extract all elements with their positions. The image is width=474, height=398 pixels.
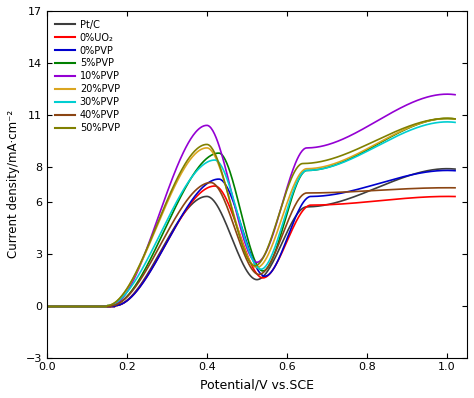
- 20%PVP: [265, 254, 271, 258]
- 0%UO₂: [288, 231, 293, 236]
- 5%PVP: [265, 265, 271, 270]
- 0%PVP: [238, 221, 244, 226]
- Line: 5%PVP: 5%PVP: [47, 119, 455, 306]
- Pt/C: [238, 257, 244, 261]
- Pt/C: [442, 166, 448, 171]
- 0%UO₂: [452, 194, 458, 199]
- 10%PVP: [452, 92, 458, 97]
- Line: 30%PVP: 30%PVP: [47, 122, 455, 306]
- 0%UO₂: [238, 237, 244, 242]
- 40%PVP: [288, 213, 293, 217]
- 40%PVP: [238, 245, 244, 250]
- 50%PVP: [442, 116, 448, 121]
- 0%PVP: [442, 168, 448, 173]
- 5%PVP: [238, 209, 244, 214]
- Line: 50%PVP: 50%PVP: [47, 119, 455, 306]
- 0%UO₂: [265, 273, 271, 277]
- 0%PVP: [287, 229, 292, 234]
- 10%PVP: [287, 177, 292, 181]
- 30%PVP: [287, 199, 292, 204]
- Line: 40%PVP: 40%PVP: [47, 183, 455, 306]
- 30%PVP: [442, 119, 448, 124]
- 0%PVP: [379, 180, 384, 185]
- 40%PVP: [379, 188, 385, 193]
- 10%PVP: [240, 234, 246, 239]
- 0%PVP: [265, 273, 271, 278]
- Pt/C: [44, 304, 50, 309]
- 30%PVP: [444, 119, 450, 124]
- 0%PVP: [444, 168, 450, 173]
- 5%PVP: [444, 116, 450, 121]
- X-axis label: Potential/V vs.SCE: Potential/V vs.SCE: [200, 378, 314, 391]
- Legend: Pt/C, 0%UO₂, 0%PVP, 5%PVP, 10%PVP, 20%PVP, 30%PVP, 40%PVP, 50%PVP: Pt/C, 0%UO₂, 0%PVP, 5%PVP, 10%PVP, 20%PV…: [52, 16, 124, 137]
- 0%UO₂: [443, 194, 449, 199]
- 0%UO₂: [241, 244, 247, 249]
- 20%PVP: [287, 193, 292, 198]
- Line: 0%PVP: 0%PVP: [47, 170, 455, 306]
- 5%PVP: [379, 140, 384, 144]
- Line: Pt/C: Pt/C: [47, 169, 455, 306]
- 10%PVP: [379, 116, 384, 121]
- 0%PVP: [240, 229, 246, 234]
- 30%PVP: [44, 304, 50, 309]
- 5%PVP: [240, 219, 246, 223]
- Pt/C: [444, 166, 450, 171]
- 10%PVP: [44, 304, 50, 309]
- 50%PVP: [452, 117, 458, 121]
- 10%PVP: [265, 246, 271, 251]
- 40%PVP: [241, 251, 247, 256]
- 50%PVP: [379, 136, 384, 140]
- 0%PVP: [44, 304, 50, 309]
- 20%PVP: [442, 116, 448, 121]
- 10%PVP: [444, 92, 450, 97]
- 50%PVP: [238, 238, 244, 242]
- 30%PVP: [452, 120, 458, 125]
- 0%UO₂: [379, 198, 385, 203]
- 40%PVP: [44, 304, 50, 309]
- 20%PVP: [379, 139, 384, 144]
- 20%PVP: [444, 116, 450, 121]
- 30%PVP: [240, 230, 246, 235]
- 50%PVP: [44, 304, 50, 309]
- 0%UO₂: [44, 304, 50, 309]
- 10%PVP: [238, 226, 244, 231]
- 0%PVP: [452, 168, 458, 173]
- Line: 10%PVP: 10%PVP: [47, 94, 455, 306]
- 40%PVP: [265, 263, 271, 268]
- 10%PVP: [442, 92, 448, 97]
- 40%PVP: [208, 180, 213, 185]
- 20%PVP: [452, 117, 458, 121]
- 30%PVP: [379, 141, 384, 146]
- 20%PVP: [238, 236, 244, 240]
- 50%PVP: [444, 116, 450, 121]
- Line: 0%UO₂: 0%UO₂: [47, 186, 455, 306]
- 40%PVP: [443, 185, 449, 190]
- 30%PVP: [265, 261, 271, 266]
- 50%PVP: [265, 246, 271, 250]
- Line: 20%PVP: 20%PVP: [47, 119, 455, 306]
- 30%PVP: [238, 222, 244, 227]
- Pt/C: [265, 269, 271, 273]
- 20%PVP: [240, 243, 246, 248]
- 50%PVP: [287, 180, 292, 185]
- 40%PVP: [452, 185, 458, 190]
- Pt/C: [240, 262, 246, 267]
- 50%PVP: [240, 245, 246, 250]
- 5%PVP: [452, 117, 458, 121]
- Y-axis label: Current density/mA·cm⁻²: Current density/mA·cm⁻²: [7, 110, 20, 258]
- Pt/C: [379, 183, 384, 188]
- 5%PVP: [442, 116, 448, 121]
- Pt/C: [287, 224, 292, 229]
- 0%UO₂: [211, 183, 217, 188]
- 5%PVP: [44, 304, 50, 309]
- Pt/C: [452, 167, 458, 172]
- 5%PVP: [287, 202, 292, 207]
- 20%PVP: [44, 304, 50, 309]
